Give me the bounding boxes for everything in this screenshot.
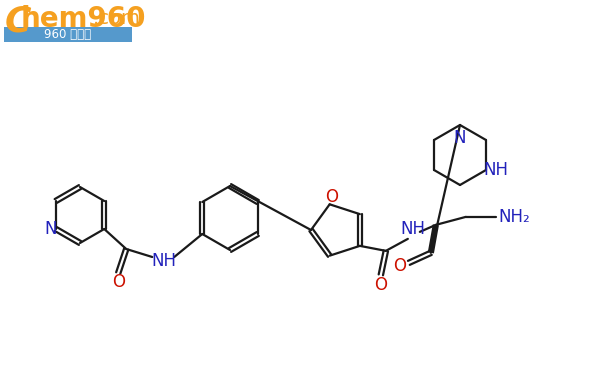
Text: N: N — [45, 220, 57, 238]
Text: C: C — [5, 5, 31, 39]
Text: O: O — [112, 273, 125, 291]
Text: NH: NH — [152, 252, 177, 270]
Text: O: O — [374, 276, 387, 294]
Text: NH: NH — [483, 161, 508, 179]
Text: NH: NH — [401, 220, 425, 238]
Text: O: O — [325, 188, 338, 206]
FancyBboxPatch shape — [4, 27, 132, 42]
Text: 960 化工网: 960 化工网 — [44, 28, 91, 42]
Text: N: N — [454, 129, 466, 147]
Text: NH₂: NH₂ — [498, 208, 530, 226]
Text: O: O — [393, 257, 407, 275]
Text: hem960: hem960 — [21, 5, 146, 33]
Text: .com: .com — [93, 9, 141, 28]
